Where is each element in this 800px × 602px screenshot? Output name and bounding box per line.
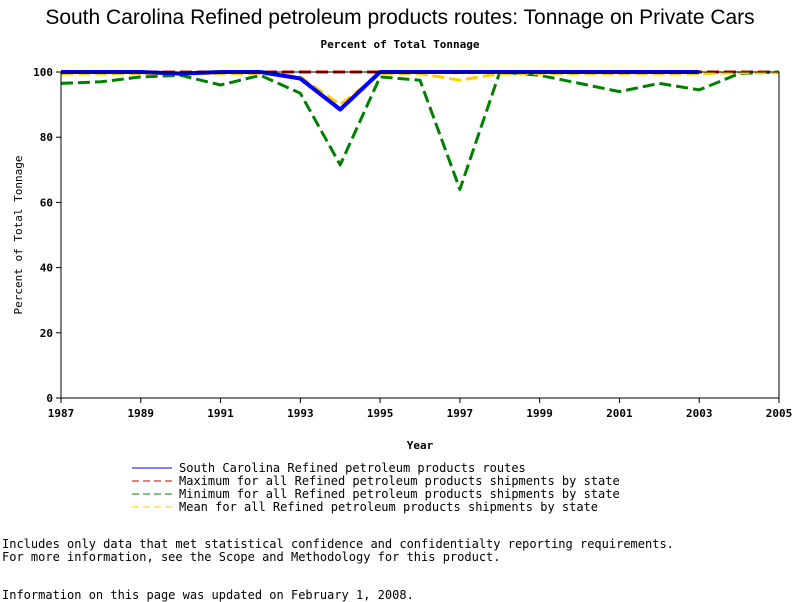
legend-label: Maximum for all Refined petroleum produc…: [179, 474, 620, 488]
chart-title: South Carolina Refined petroleum product…: [45, 6, 755, 29]
plot-frame: [60, 71, 780, 399]
x-tick-label: 1989: [128, 407, 155, 420]
x-tick-label: 1999: [526, 407, 553, 420]
legend-label: Mean for all Refined petroleum products …: [179, 500, 598, 514]
legend-label: Minimum for all Refined petroleum produc…: [179, 487, 620, 501]
legend-label: South Carolina Refined petroleum product…: [179, 461, 526, 475]
series-layer: [60, 70, 780, 191]
y-tick-label: 0: [46, 392, 53, 405]
x-tick-label: 1993: [287, 407, 314, 420]
series-line-2: [61, 71, 779, 107]
note-updated: Information on this page was updated on …: [2, 588, 414, 602]
chart-subtitle: Percent of Total Tonnage: [320, 38, 480, 51]
x-tick-label: 1987: [48, 407, 75, 420]
x-tick-label: 1995: [367, 407, 394, 420]
x-tick-label: 1991: [207, 407, 234, 420]
legend: South Carolina Refined petroleum product…: [132, 461, 620, 514]
note-confidence: Includes only data that met statistical …: [2, 537, 674, 551]
x-tick-label: 2005: [766, 407, 793, 420]
x-axis-title: Year: [407, 439, 434, 452]
y-tick-label: 60: [40, 196, 53, 209]
x-tick-label: 2001: [606, 407, 633, 420]
x-tick-label: 1997: [447, 407, 474, 420]
y-axis-title: Percent of Total Tonnage: [12, 156, 25, 315]
y-tick-label: 80: [40, 131, 53, 144]
note-methodology: For more information, see the Scope and …: [2, 550, 501, 564]
y-tick-label: 40: [40, 262, 53, 275]
y-tick-label: 100: [33, 66, 53, 79]
ticks-layer: 1987 1989 1991 1993 1995 1997 1999 2001 2003 2005…: [33, 66, 792, 420]
x-tick-label: 2003: [686, 407, 713, 420]
y-tick-label: 20: [40, 327, 53, 340]
series-line-1: [60, 70, 780, 191]
